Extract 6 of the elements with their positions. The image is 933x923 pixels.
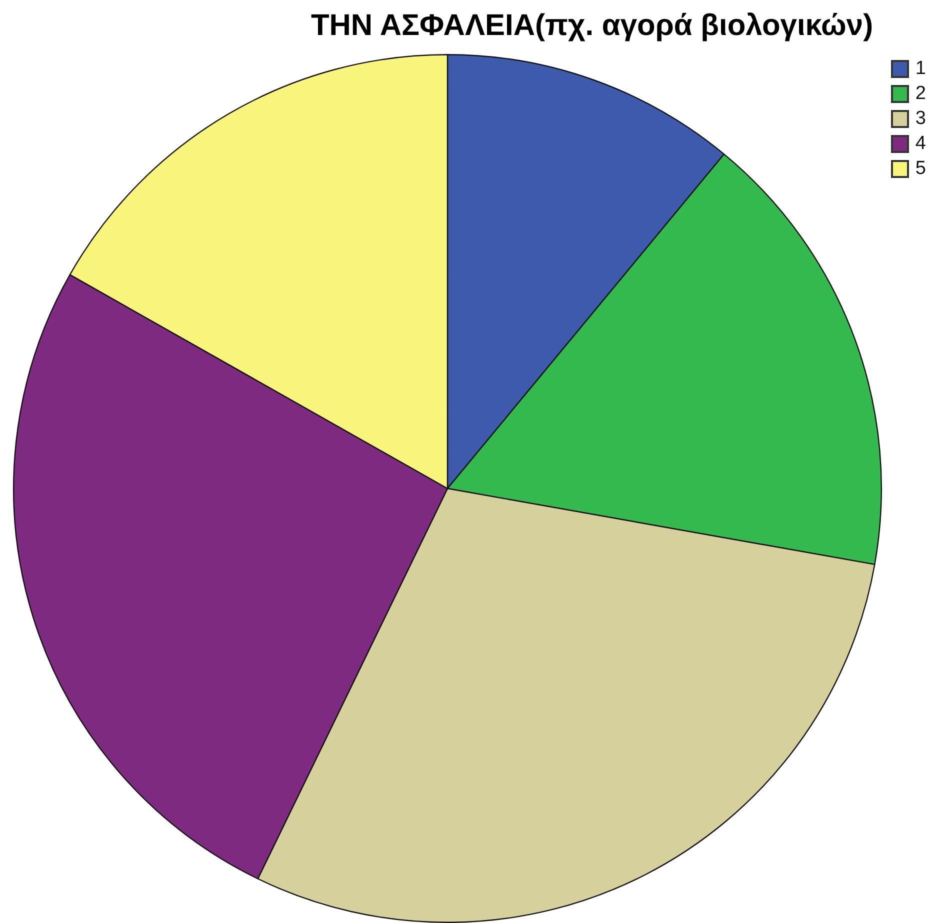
- legend-label: 1: [915, 58, 926, 80]
- chart-title: ΤΗΝ ΑΣΦΑΛΕΙΑ(πχ. αγορά βιολογικών): [310, 9, 874, 43]
- legend-label: 5: [915, 158, 926, 180]
- legend-label: 2: [915, 82, 926, 104]
- legend-label: 3: [915, 108, 926, 130]
- legend-label: 4: [915, 132, 926, 154]
